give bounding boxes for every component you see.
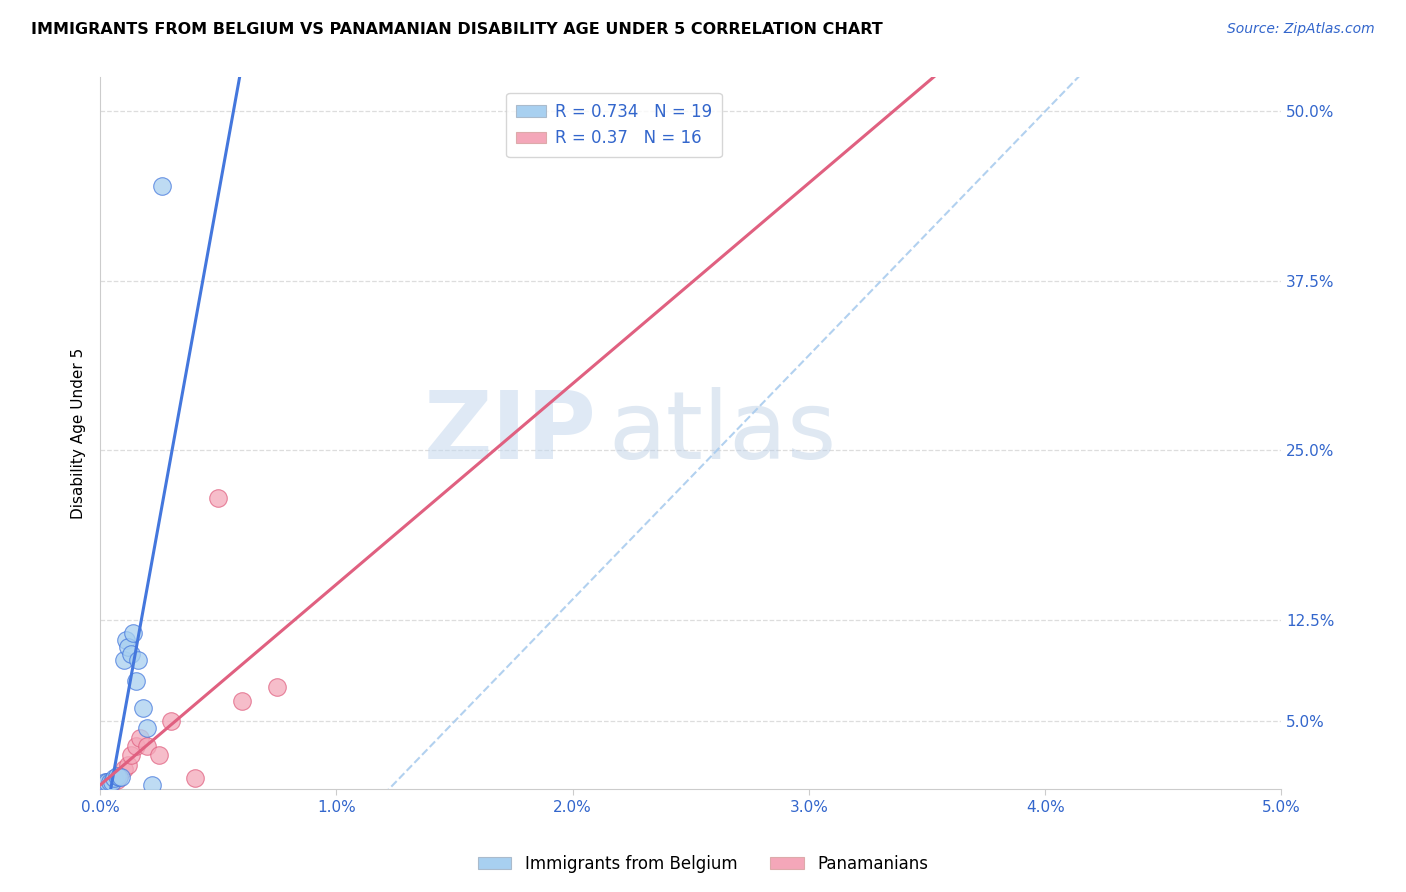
Point <box>207 491 229 505</box>
Point <box>98 775 121 789</box>
Point <box>231 694 253 708</box>
Point <box>105 772 128 787</box>
Text: atlas: atlas <box>607 387 837 479</box>
Point <box>117 640 139 654</box>
Point <box>117 757 139 772</box>
Point <box>148 748 170 763</box>
Point <box>141 778 163 792</box>
Point <box>108 768 131 782</box>
Point <box>94 775 117 789</box>
Point <box>129 731 152 745</box>
Point <box>120 647 142 661</box>
Y-axis label: Disability Age Under 5: Disability Age Under 5 <box>72 348 86 519</box>
Point <box>105 768 128 782</box>
Text: IMMIGRANTS FROM BELGIUM VS PANAMANIAN DISABILITY AGE UNDER 5 CORRELATION CHART: IMMIGRANTS FROM BELGIUM VS PANAMANIAN DI… <box>31 22 883 37</box>
Point <box>183 772 205 786</box>
Point <box>103 772 125 786</box>
Point <box>124 739 146 753</box>
Point <box>112 762 135 776</box>
Point <box>110 770 132 784</box>
Point <box>131 701 153 715</box>
Legend: Immigrants from Belgium, Panamanians: Immigrants from Belgium, Panamanians <box>471 848 935 880</box>
Point <box>124 673 146 688</box>
Point <box>127 653 149 667</box>
Point <box>122 626 145 640</box>
Text: Source: ZipAtlas.com: Source: ZipAtlas.com <box>1227 22 1375 37</box>
Point <box>136 721 159 735</box>
Point <box>150 178 173 193</box>
Text: ZIP: ZIP <box>423 387 596 479</box>
Point <box>101 775 124 789</box>
Point <box>136 739 159 753</box>
Point <box>96 775 118 789</box>
Legend: R = 0.734   N = 19, R = 0.37   N = 16: R = 0.734 N = 19, R = 0.37 N = 16 <box>506 93 721 157</box>
Point <box>112 653 135 667</box>
Point <box>115 633 138 648</box>
Point <box>120 748 142 763</box>
Point <box>160 714 183 729</box>
Point <box>266 681 288 695</box>
Point <box>108 770 131 784</box>
Point <box>96 775 118 789</box>
Point <box>101 774 124 789</box>
